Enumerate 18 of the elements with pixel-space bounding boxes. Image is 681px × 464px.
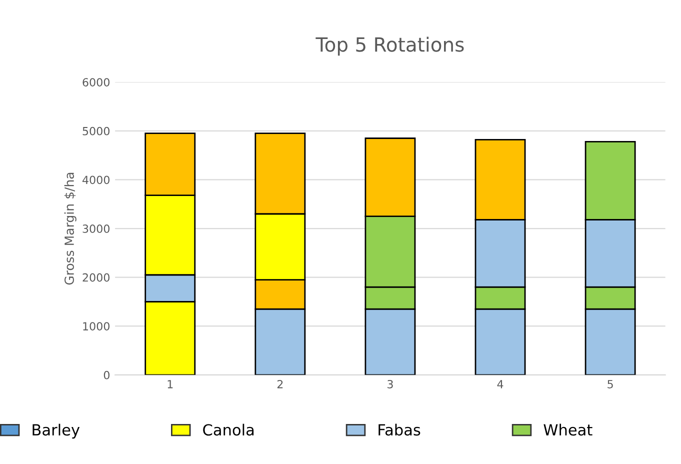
x-tick-label: 2 xyxy=(277,380,283,388)
y-tick-label: 5000 xyxy=(82,126,110,136)
y-tick-label: 4000 xyxy=(82,176,110,184)
y-tick-label: 0 xyxy=(104,370,110,380)
y-tick-label: 3000 xyxy=(82,224,110,233)
legend-label: Wheat xyxy=(544,424,592,436)
y-tick-label: 6000 xyxy=(82,78,110,87)
legend-label: Fabas xyxy=(378,424,420,436)
y-axis-title: Gross Margin $/ha xyxy=(64,172,76,285)
legend-label: Barley xyxy=(32,424,80,439)
y-tick-label: 1000 xyxy=(83,322,110,330)
x-tick-label: 5 xyxy=(608,380,613,388)
y-tick-label: 2000 xyxy=(82,273,110,282)
chart-title: Top 5 Rotations xyxy=(316,36,464,56)
x-tick-label: 3 xyxy=(388,380,393,388)
legend-label: Canola xyxy=(203,424,254,436)
x-tick-label: 1 xyxy=(168,380,173,388)
x-tick-label: 4 xyxy=(497,380,504,388)
